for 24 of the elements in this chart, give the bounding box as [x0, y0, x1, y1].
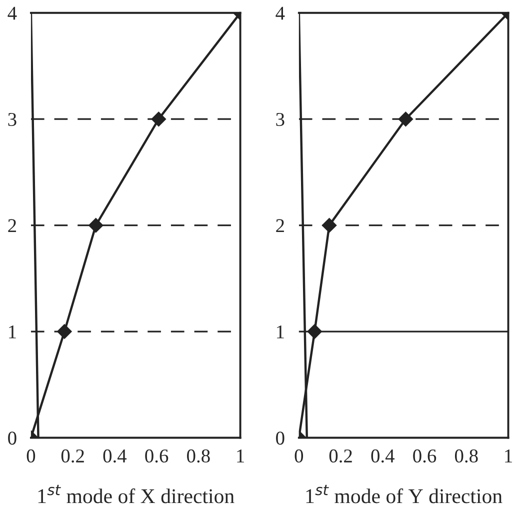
y-tick-label: 1 [9, 325, 16, 338]
x-axis-title: 1$^{st}$ mode of X direction [38, 484, 234, 504]
y-tick-label: 3 [276, 112, 284, 126]
y-tick-label: 0 [276, 432, 284, 445]
x-tick-label: 0.6 [413, 449, 436, 463]
y-tick-label: 4 [276, 6, 285, 20]
x-tick-label: 0.6 [145, 449, 168, 463]
x-tick-label: 0.8 [454, 449, 478, 463]
x-tick-label: 0 [26, 449, 36, 463]
x-tick-label: 0.2 [329, 449, 352, 463]
x-tick-label: 0.4 [103, 449, 127, 463]
y-tick-label: 1 [277, 325, 284, 338]
y-tick-label: 2 [8, 219, 16, 232]
x-tick-label: 1 [237, 450, 244, 462]
x-tick-label: 1 [505, 450, 512, 462]
y-tick-label: 4 [8, 6, 17, 20]
x-axis-title: 1$^{st}$ mode of Y direction [306, 484, 502, 504]
y-tick-label: 0 [8, 432, 16, 445]
x-tick-label: 0.4 [371, 449, 395, 463]
y-tick-label: 3 [8, 112, 16, 126]
y-tick-label: 2 [276, 219, 284, 232]
x-tick-label: 0.8 [187, 449, 210, 463]
x-tick-label: 0.2 [61, 449, 84, 463]
x-tick-label: 0 [294, 449, 304, 463]
